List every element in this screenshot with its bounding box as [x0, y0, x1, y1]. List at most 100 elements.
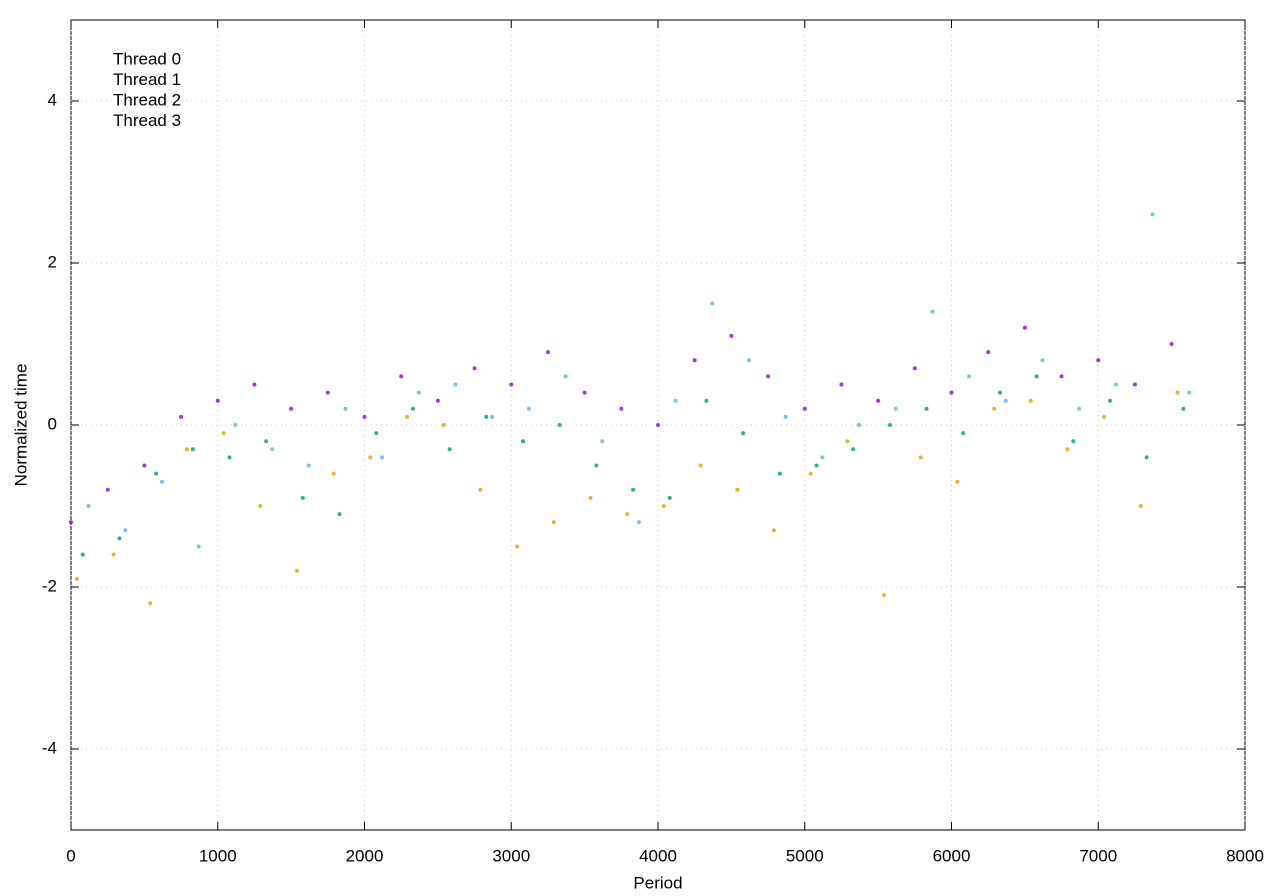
- point: [410, 406, 415, 411]
- point: [563, 374, 568, 379]
- point: [117, 536, 122, 541]
- point: [1187, 390, 1192, 395]
- point: [704, 398, 709, 403]
- x-tick-label: 0: [66, 846, 75, 865]
- point: [771, 528, 776, 533]
- point: [374, 431, 379, 436]
- point: [325, 390, 330, 395]
- y-axis-label: Normalized time: [11, 364, 30, 487]
- point: [735, 487, 740, 492]
- point: [930, 309, 935, 314]
- point: [1022, 325, 1027, 330]
- point: [893, 406, 898, 411]
- point: [1065, 447, 1070, 452]
- point: [300, 495, 305, 500]
- point: [802, 406, 807, 411]
- point: [1144, 455, 1149, 460]
- point: [594, 463, 599, 468]
- point: [453, 382, 458, 387]
- point: [80, 552, 85, 557]
- point: [588, 495, 593, 500]
- point: [1138, 504, 1143, 508]
- point: [997, 390, 1002, 395]
- x-tick-label: 2000: [346, 846, 384, 865]
- point: [1034, 374, 1039, 379]
- point: [105, 487, 110, 492]
- point: [490, 414, 495, 419]
- point: [331, 471, 336, 476]
- point: [337, 512, 342, 517]
- point: [227, 455, 232, 460]
- point: [1169, 342, 1174, 346]
- y-tick-label: 4: [48, 90, 57, 109]
- point: [221, 431, 226, 436]
- point: [619, 406, 624, 411]
- point: [1132, 382, 1137, 387]
- point: [636, 520, 641, 525]
- point: [845, 439, 850, 444]
- point: [1175, 390, 1180, 395]
- point: [1113, 382, 1118, 387]
- point: [625, 512, 630, 517]
- point: [435, 398, 440, 403]
- point: [520, 439, 525, 444]
- point: [545, 350, 550, 355]
- point: [190, 447, 195, 452]
- point: [600, 439, 605, 444]
- point: [142, 463, 147, 468]
- point: [1071, 439, 1076, 444]
- point: [766, 374, 771, 379]
- point: [777, 471, 782, 476]
- point: [526, 406, 531, 411]
- point: [123, 528, 128, 533]
- point: [416, 390, 421, 395]
- point: [876, 398, 881, 403]
- point: [1181, 406, 1186, 411]
- point: [698, 463, 703, 468]
- y-tick-label: 2: [48, 252, 57, 271]
- point: [69, 520, 73, 525]
- point: [258, 504, 263, 508]
- point: [184, 447, 189, 452]
- point: [887, 423, 892, 427]
- point: [441, 423, 446, 427]
- point: [368, 455, 373, 460]
- point: [472, 366, 477, 371]
- point: [154, 471, 159, 476]
- point: [159, 479, 164, 484]
- x-tick-label: 6000: [933, 846, 971, 865]
- point: [710, 301, 715, 306]
- point: [478, 487, 483, 492]
- point: [1040, 358, 1045, 363]
- y-tick-label: -2: [42, 576, 57, 595]
- point: [673, 398, 678, 403]
- point: [74, 576, 79, 581]
- point: [656, 423, 660, 427]
- point: [233, 423, 238, 427]
- point: [111, 552, 116, 557]
- x-tick-label: 3000: [492, 846, 530, 865]
- x-tick-label: 7000: [1079, 846, 1117, 865]
- point: [1107, 398, 1112, 403]
- point: [820, 455, 825, 460]
- y-tick-label: 0: [48, 414, 57, 433]
- point: [215, 398, 220, 403]
- point: [179, 414, 184, 419]
- point: [1150, 212, 1155, 217]
- point: [967, 374, 972, 379]
- point: [343, 406, 348, 411]
- point: [924, 406, 929, 411]
- point: [814, 463, 819, 468]
- point: [148, 601, 153, 606]
- point: [661, 504, 666, 508]
- point: [484, 414, 489, 419]
- legend-label: Thread 1: [113, 70, 181, 89]
- point: [515, 544, 520, 549]
- point: [252, 382, 257, 387]
- point: [839, 382, 844, 387]
- point: [86, 504, 91, 508]
- point: [631, 487, 636, 492]
- point: [955, 479, 960, 484]
- point: [992, 406, 997, 411]
- y-tick-label: -4: [42, 738, 57, 757]
